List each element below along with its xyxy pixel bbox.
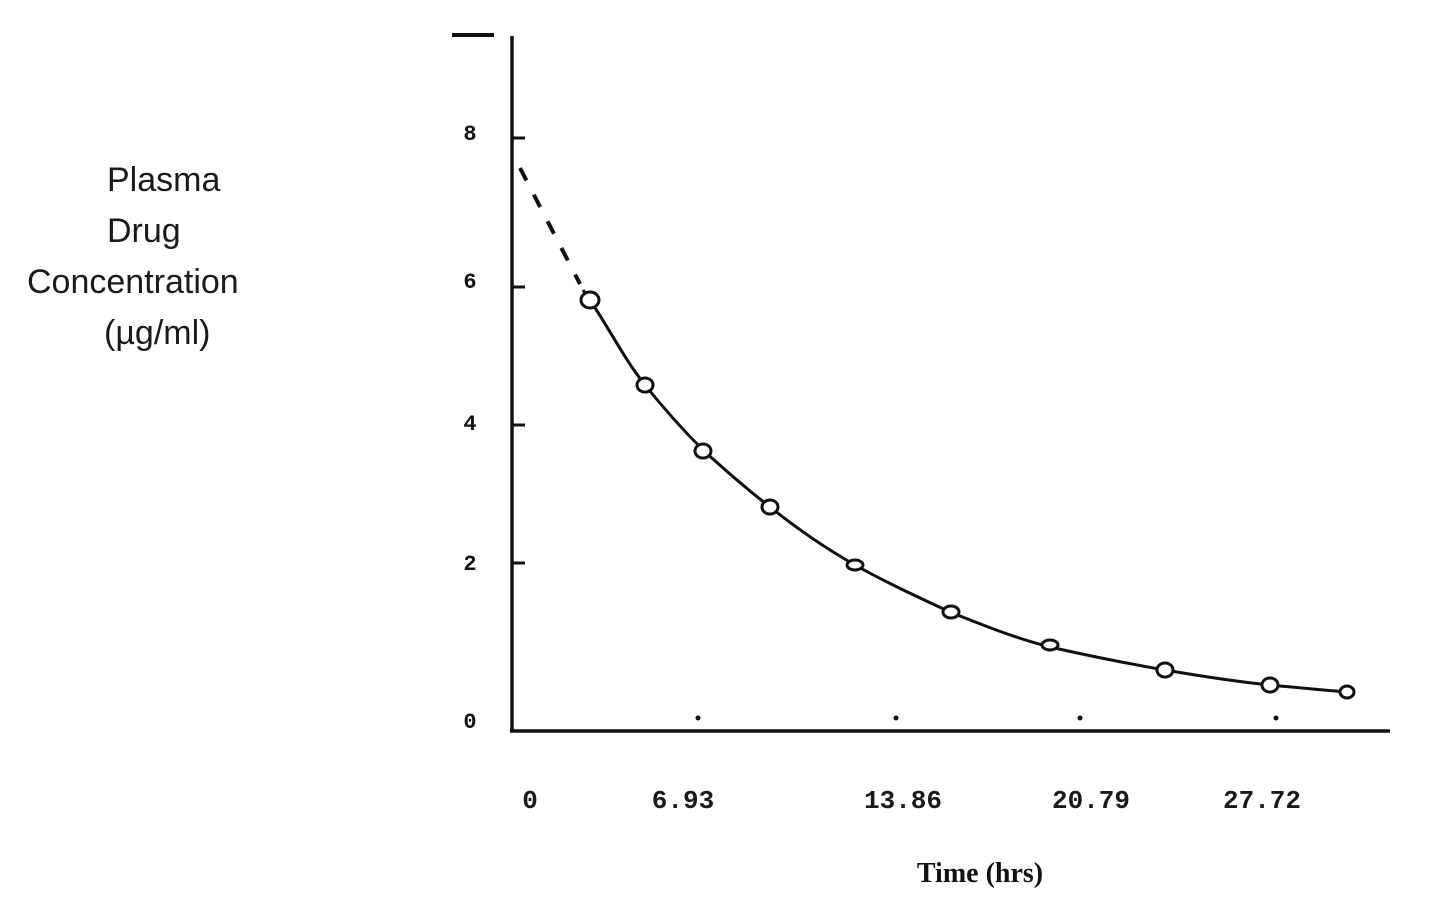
data-point-marker xyxy=(579,290,601,310)
data-point-marker xyxy=(941,604,961,620)
x-axis-tick-dots xyxy=(695,715,1279,721)
y-axis-ticks xyxy=(512,136,525,565)
y-tick-label-0: 0 xyxy=(463,710,477,735)
x-tick-label-20-79: 20.79 xyxy=(1051,786,1131,816)
x-tick-label-13-86: 13.86 xyxy=(863,786,943,816)
data-point-marker xyxy=(1260,676,1280,694)
data-point-marker xyxy=(635,376,655,394)
data-point-markers xyxy=(579,290,1356,700)
y-tick-label-6: 6 xyxy=(463,270,477,295)
y-axis-label: Plasma Drug Concentration (µg/ml) xyxy=(0,155,320,359)
data-point-marker xyxy=(1338,684,1356,700)
data-point-marker xyxy=(845,558,865,572)
x-tick-label-0: 0 xyxy=(522,786,538,816)
extrapolation-dashed-line xyxy=(518,167,582,285)
y-axis-label-line-4: (µg/ml) xyxy=(104,314,211,352)
x-tick-label-27-72: 27.72 xyxy=(1222,786,1302,816)
x-tick-label-6-93: 6.93 xyxy=(651,786,715,816)
data-point-marker xyxy=(760,498,780,516)
y-tick-label-2: 2 xyxy=(463,552,477,577)
y-axis-label-line-3: Concentration xyxy=(27,263,239,301)
x-axis-label: Time (hrs) xyxy=(916,858,1044,889)
data-point-marker xyxy=(693,442,713,460)
y-tick-label-4: 4 xyxy=(463,412,477,437)
y-tick-label-8: 8 xyxy=(463,122,477,147)
concentration-curve xyxy=(581,289,1348,694)
data-point-marker xyxy=(1040,638,1060,652)
y-axis-label-line-1: Plasma xyxy=(107,161,221,199)
data-point-marker xyxy=(1155,661,1175,679)
y-axis-label-line-2: Drug xyxy=(107,212,181,250)
